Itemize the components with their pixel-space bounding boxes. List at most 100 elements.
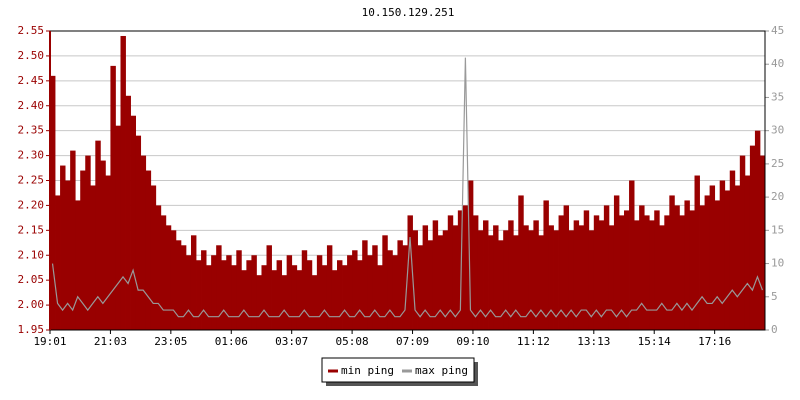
bar (432, 220, 439, 330)
bar (382, 235, 388, 330)
y2-tick-label: 30 (771, 124, 784, 137)
bar (185, 255, 192, 330)
bar (392, 255, 398, 330)
bar (75, 200, 81, 330)
bar (85, 155, 91, 330)
bar (729, 170, 736, 330)
y-tick-label: 2.20 (18, 198, 45, 211)
bar (211, 255, 217, 330)
bar (704, 195, 711, 330)
bar (664, 215, 670, 330)
x-tick-label: 11:12 (517, 335, 550, 348)
bar (719, 180, 726, 330)
bar (367, 255, 373, 330)
bar (301, 250, 308, 330)
bar (70, 150, 76, 330)
bar (155, 205, 162, 330)
bar (477, 230, 484, 330)
y2-tick-label: 25 (771, 157, 784, 170)
bar (528, 230, 534, 330)
bar (488, 235, 494, 330)
bar (231, 265, 237, 330)
bar (165, 225, 172, 330)
bar (523, 225, 529, 330)
bar (276, 260, 283, 330)
bar (684, 200, 690, 330)
bar (749, 145, 756, 330)
bar (261, 265, 267, 330)
bar (196, 260, 202, 330)
bar (60, 165, 66, 330)
y2-tick-label: 20 (771, 190, 784, 203)
bar (291, 265, 298, 330)
bar (563, 205, 570, 330)
bar (201, 250, 207, 330)
line (51, 57, 764, 318)
bar (538, 235, 544, 330)
y-tick-label: 2.05 (18, 273, 45, 286)
bar (286, 255, 293, 330)
bar (548, 225, 554, 330)
bar (483, 220, 489, 330)
bar (578, 225, 585, 330)
bar (105, 175, 111, 330)
y-tick-label: 2.10 (18, 248, 45, 261)
x-tick-label: 09:10 (456, 335, 489, 348)
bar (543, 200, 549, 330)
bar (593, 215, 600, 330)
bar (472, 215, 479, 330)
y2-tick-label: 10 (771, 257, 784, 270)
bar (352, 250, 358, 330)
bar (739, 155, 746, 330)
x-tick-label: 07:09 (396, 335, 429, 348)
bar (422, 225, 429, 330)
bar (266, 245, 272, 330)
y-tick-label: 2.15 (18, 223, 45, 236)
legend-label: min ping (341, 364, 394, 377)
y-tick-label: 2.35 (18, 124, 45, 137)
bar (503, 230, 509, 330)
bar (573, 220, 580, 330)
bar (694, 175, 700, 330)
bar (634, 220, 640, 330)
bar (100, 160, 106, 330)
bar (618, 215, 625, 330)
bar (130, 115, 136, 330)
bar (467, 180, 474, 330)
bar (296, 270, 303, 330)
bar (120, 35, 126, 330)
bar (362, 240, 368, 330)
bar (110, 65, 116, 330)
bar (644, 215, 650, 330)
bar (357, 260, 363, 330)
bar (140, 155, 147, 330)
y-tick-label: 2.00 (18, 298, 45, 311)
bar (498, 240, 504, 330)
bar (251, 255, 257, 330)
x-tick-label: 01:06 (215, 335, 248, 348)
bar (709, 185, 716, 330)
bar (125, 95, 131, 331)
bar (241, 270, 247, 330)
bar (639, 205, 645, 330)
bar (145, 170, 152, 330)
bar (462, 205, 469, 330)
bar (160, 215, 167, 330)
legend-label: max ping (415, 364, 468, 377)
y2-tick-label: 40 (771, 57, 784, 70)
y2-tick-label: 45 (771, 24, 784, 37)
x-tick-label: 21:03 (94, 335, 127, 348)
bar (598, 220, 605, 330)
x-tick-label: 13:13 (577, 335, 610, 348)
bar (754, 130, 761, 330)
y-tick-label: 2.40 (18, 99, 45, 112)
bar (55, 195, 61, 330)
bar (90, 185, 96, 330)
bar (493, 225, 499, 330)
bar (533, 220, 539, 330)
x-tick-label: 23:05 (154, 335, 187, 348)
x-tick-label: 17:16 (698, 335, 731, 348)
bar (221, 260, 227, 330)
